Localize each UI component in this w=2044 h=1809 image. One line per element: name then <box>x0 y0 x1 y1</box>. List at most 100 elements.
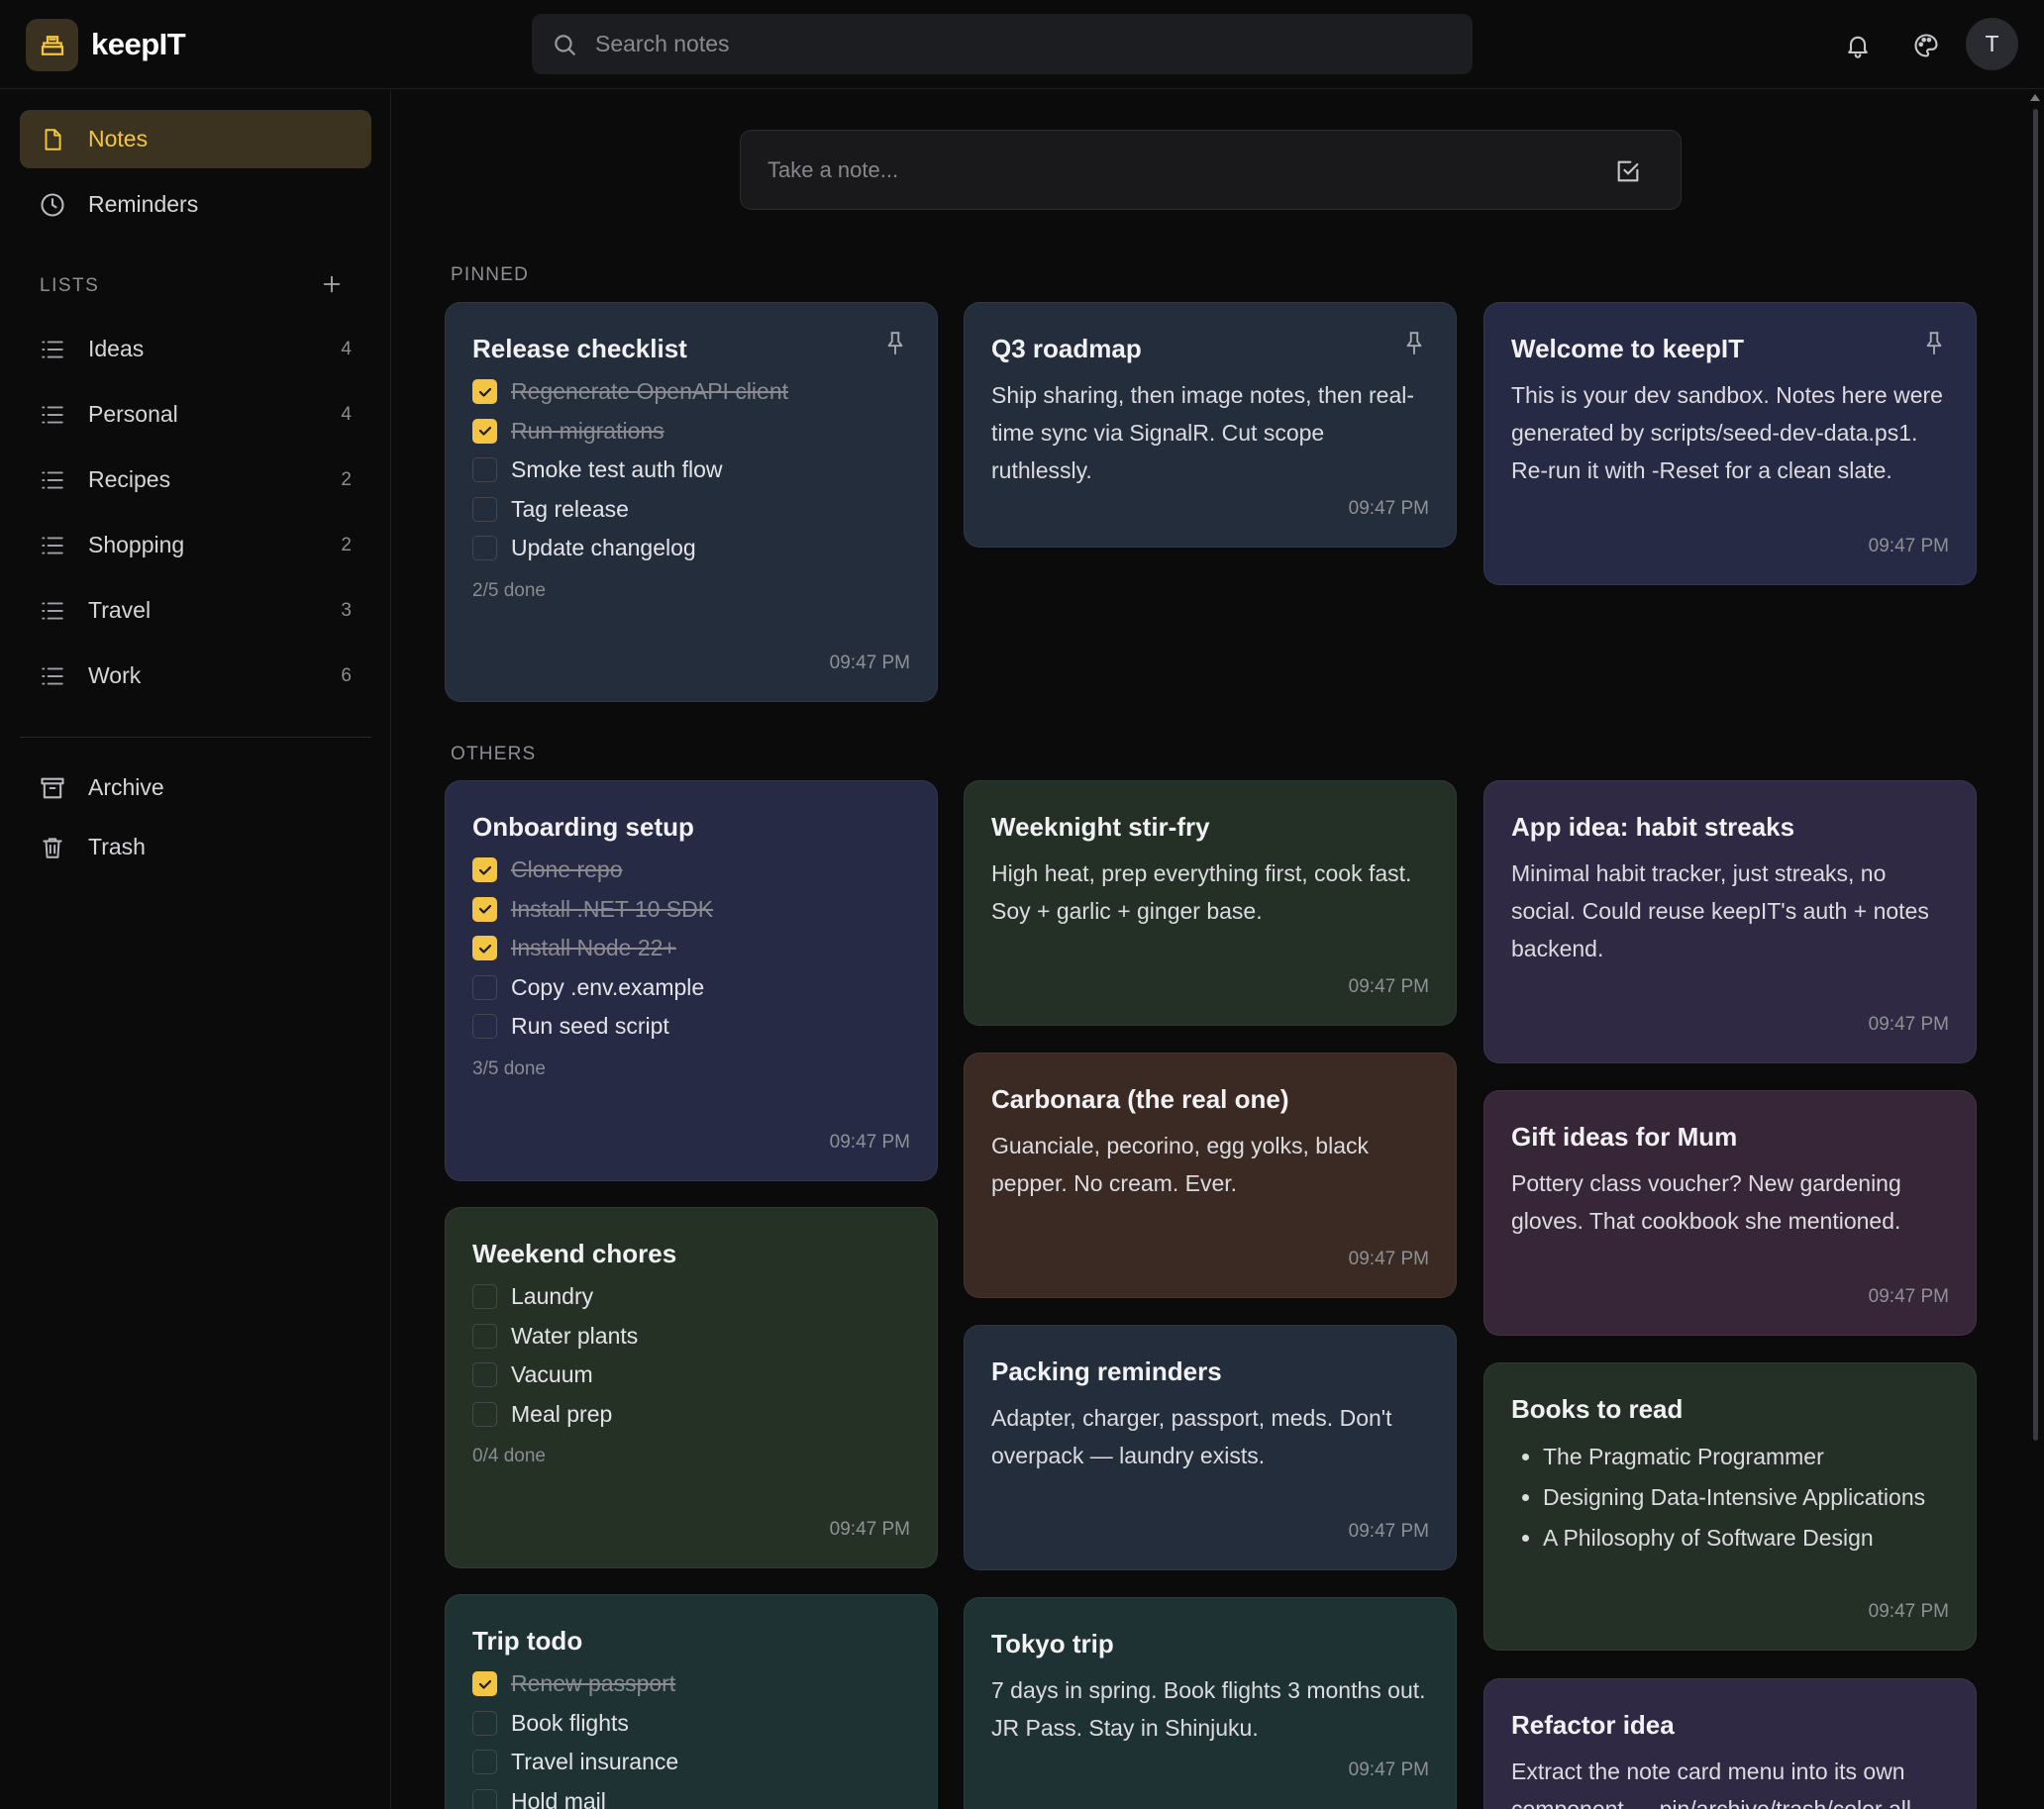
new-checklist-icon[interactable] <box>1613 156 1643 186</box>
sidebar-item-ideas[interactable]: Ideas 4 <box>20 320 371 378</box>
checklist-item[interactable]: Install .NET 10 SDK <box>472 890 910 930</box>
checklist-item[interactable]: Laundry <box>472 1277 910 1317</box>
avatar[interactable]: T <box>1966 18 2018 70</box>
checklist-item[interactable]: Run migrations <box>472 412 910 452</box>
note-title: Trip todo <box>472 1626 583 1656</box>
note-card-release-checklist[interactable]: Release checklist Regenerate OpenAPI cli… <box>445 302 938 702</box>
checkbox[interactable] <box>472 1710 497 1736</box>
note-card-refactor-idea[interactable]: Refactor idea Extract the note card menu… <box>1483 1678 1977 1809</box>
checklist-item[interactable]: Smoke test auth flow <box>472 451 910 490</box>
note-title: Release checklist <box>472 334 687 363</box>
sidebar-item-work[interactable]: Work 6 <box>20 647 371 705</box>
checkbox[interactable] <box>472 974 497 1000</box>
checkbox-checked[interactable] <box>472 379 497 405</box>
checkbox[interactable] <box>472 496 497 522</box>
checkbox[interactable] <box>472 1362 497 1388</box>
checklist-item[interactable]: Book flights <box>472 1704 910 1744</box>
checklist-item[interactable]: Run seed script <box>472 1007 910 1047</box>
note-card-packing-reminders[interactable]: Packing reminders Adapter, charger, pass… <box>964 1325 1457 1570</box>
checkbox[interactable] <box>472 1323 497 1349</box>
checkbox-checked[interactable] <box>472 857 497 883</box>
sidebar-item-recipes[interactable]: Recipes 2 <box>20 451 371 509</box>
note-card-tokyo-trip[interactable]: Tokyo trip 7 days in spring. Book flight… <box>964 1597 1457 1809</box>
checkbox-checked[interactable] <box>472 896 497 922</box>
checklist-item-text: Vacuum <box>511 1361 593 1388</box>
logo-icon[interactable] <box>26 19 78 71</box>
note-card-gift-ideas[interactable]: Gift ideas for Mum Pottery class voucher… <box>1483 1090 1977 1336</box>
checklist-item[interactable]: Regenerate OpenAPI client <box>472 372 910 412</box>
pin-icon[interactable] <box>883 329 907 358</box>
checkbox[interactable] <box>472 1750 497 1775</box>
bullet-item: The Pragmatic Programmer <box>1543 1437 1949 1477</box>
bell-icon[interactable] <box>1831 19 1884 71</box>
sidebar-item-label: Travel <box>88 597 152 623</box>
sidebar-item-label: Personal <box>88 401 178 427</box>
add-list-icon[interactable] <box>317 269 347 299</box>
checklist-item[interactable]: Hold mail <box>472 1782 910 1809</box>
checklist-item-text: Laundry <box>511 1283 594 1310</box>
scroll-up-arrow[interactable] <box>2030 94 2040 101</box>
note-body: Adapter, charger, passport, meds. Don't … <box>991 1405 1392 1468</box>
checklist-item-text: Install .NET 10 SDK <box>511 895 714 922</box>
checkbox[interactable] <box>472 1401 497 1427</box>
checklist-item[interactable]: Travel insurance <box>472 1743 910 1782</box>
scrollbar-thumb[interactable] <box>2033 109 2038 1441</box>
note-body: This is your dev sandbox. Notes here wer… <box>1511 382 1943 483</box>
note-timestamp: 09:47 PM <box>1348 1521 1429 1542</box>
list-icon <box>38 596 67 626</box>
note-card-onboarding-setup[interactable]: Onboarding setup Clone repo Install .NET… <box>445 780 938 1181</box>
sidebar-item-reminders[interactable]: Reminders <box>20 175 371 234</box>
checklist-item[interactable]: Renew passport <box>472 1664 910 1704</box>
checkbox[interactable] <box>472 1788 497 1809</box>
bullet-list: The Pragmatic Programmer Designing Data-… <box>1511 1437 1949 1558</box>
checklist-item-text: Tag release <box>511 495 629 522</box>
note-title: Welcome to keepIT <box>1511 334 1745 363</box>
checklist-item[interactable]: Install Node 22+ <box>472 929 910 968</box>
palette-icon[interactable] <box>1899 19 1952 71</box>
checklist-item[interactable]: Copy .env.example <box>472 968 910 1008</box>
note-card-books-to-read[interactable]: Books to read The Pragmatic Programmer D… <box>1483 1362 1977 1651</box>
top-bar: keepIT Search notes T <box>0 0 2044 89</box>
search-input[interactable]: Search notes <box>595 31 730 56</box>
checkbox[interactable] <box>472 1014 497 1040</box>
checkbox[interactable] <box>472 1284 497 1310</box>
note-composer[interactable]: Take a note... <box>740 130 1682 210</box>
note-card-carbonara[interactable]: Carbonara (the real one) Guanciale, peco… <box>964 1053 1457 1298</box>
note-card-trip-todo[interactable]: Trip todo Renew passport Book flights Tr… <box>445 1594 938 1809</box>
checkbox-checked[interactable] <box>472 936 497 961</box>
sidebar-item-label: Work <box>88 662 142 688</box>
list-icon <box>38 465 67 495</box>
sidebar-item-shopping[interactable]: Shopping 2 <box>20 516 371 574</box>
checkbox[interactable] <box>472 536 497 561</box>
note-card-welcome[interactable]: Welcome to keepIT This is your dev sandb… <box>1483 302 1977 585</box>
list-count: 2 <box>341 534 352 555</box>
checklist-item-text: Water plants <box>511 1322 639 1349</box>
note-card-habit-streaks[interactable]: App idea: habit streaks Minimal habit tr… <box>1483 780 1977 1063</box>
note-card-weeknight-stir-fry[interactable]: Weeknight stir-fry High heat, prep every… <box>964 780 1457 1026</box>
pin-icon[interactable] <box>1922 329 1946 358</box>
checkbox-checked[interactable] <box>472 1671 497 1697</box>
search-bar[interactable]: Search notes <box>532 14 1473 74</box>
avatar-initial: T <box>1985 31 1999 56</box>
checkbox-checked[interactable] <box>472 418 497 444</box>
sidebar-item-notes[interactable]: Notes <box>20 110 371 168</box>
checklist-item[interactable]: Water plants <box>472 1317 910 1357</box>
list-count: 3 <box>341 599 352 621</box>
note-card-weekend-chores[interactable]: Weekend chores Laundry Water plants Vacu… <box>445 1207 938 1568</box>
sidebar-item-archive[interactable]: Archive <box>20 758 371 817</box>
pin-icon[interactable] <box>1402 329 1426 358</box>
checklist-item[interactable]: Meal prep <box>472 1395 910 1435</box>
sidebar-item-trash[interactable]: Trash <box>20 818 371 876</box>
note-composer-input[interactable]: Take a note... <box>767 157 899 182</box>
checklist-item[interactable]: Vacuum <box>472 1356 910 1395</box>
checklist-item[interactable]: Tag release <box>472 490 910 530</box>
sidebar-item-travel[interactable]: Travel 3 <box>20 581 371 640</box>
checklist-item[interactable]: Clone repo <box>472 851 910 890</box>
note-timestamp: 09:47 PM <box>1868 1601 1949 1622</box>
section-others: OTHERS <box>451 744 537 764</box>
note-body: Guanciale, pecorino, egg yolks, black pe… <box>991 1133 1369 1196</box>
checkbox[interactable] <box>472 457 497 483</box>
note-card-q3-roadmap[interactable]: Q3 roadmap Ship sharing, then image note… <box>964 302 1457 548</box>
sidebar-item-personal[interactable]: Personal 4 <box>20 385 371 444</box>
checklist-item[interactable]: Update changelog <box>472 529 910 568</box>
